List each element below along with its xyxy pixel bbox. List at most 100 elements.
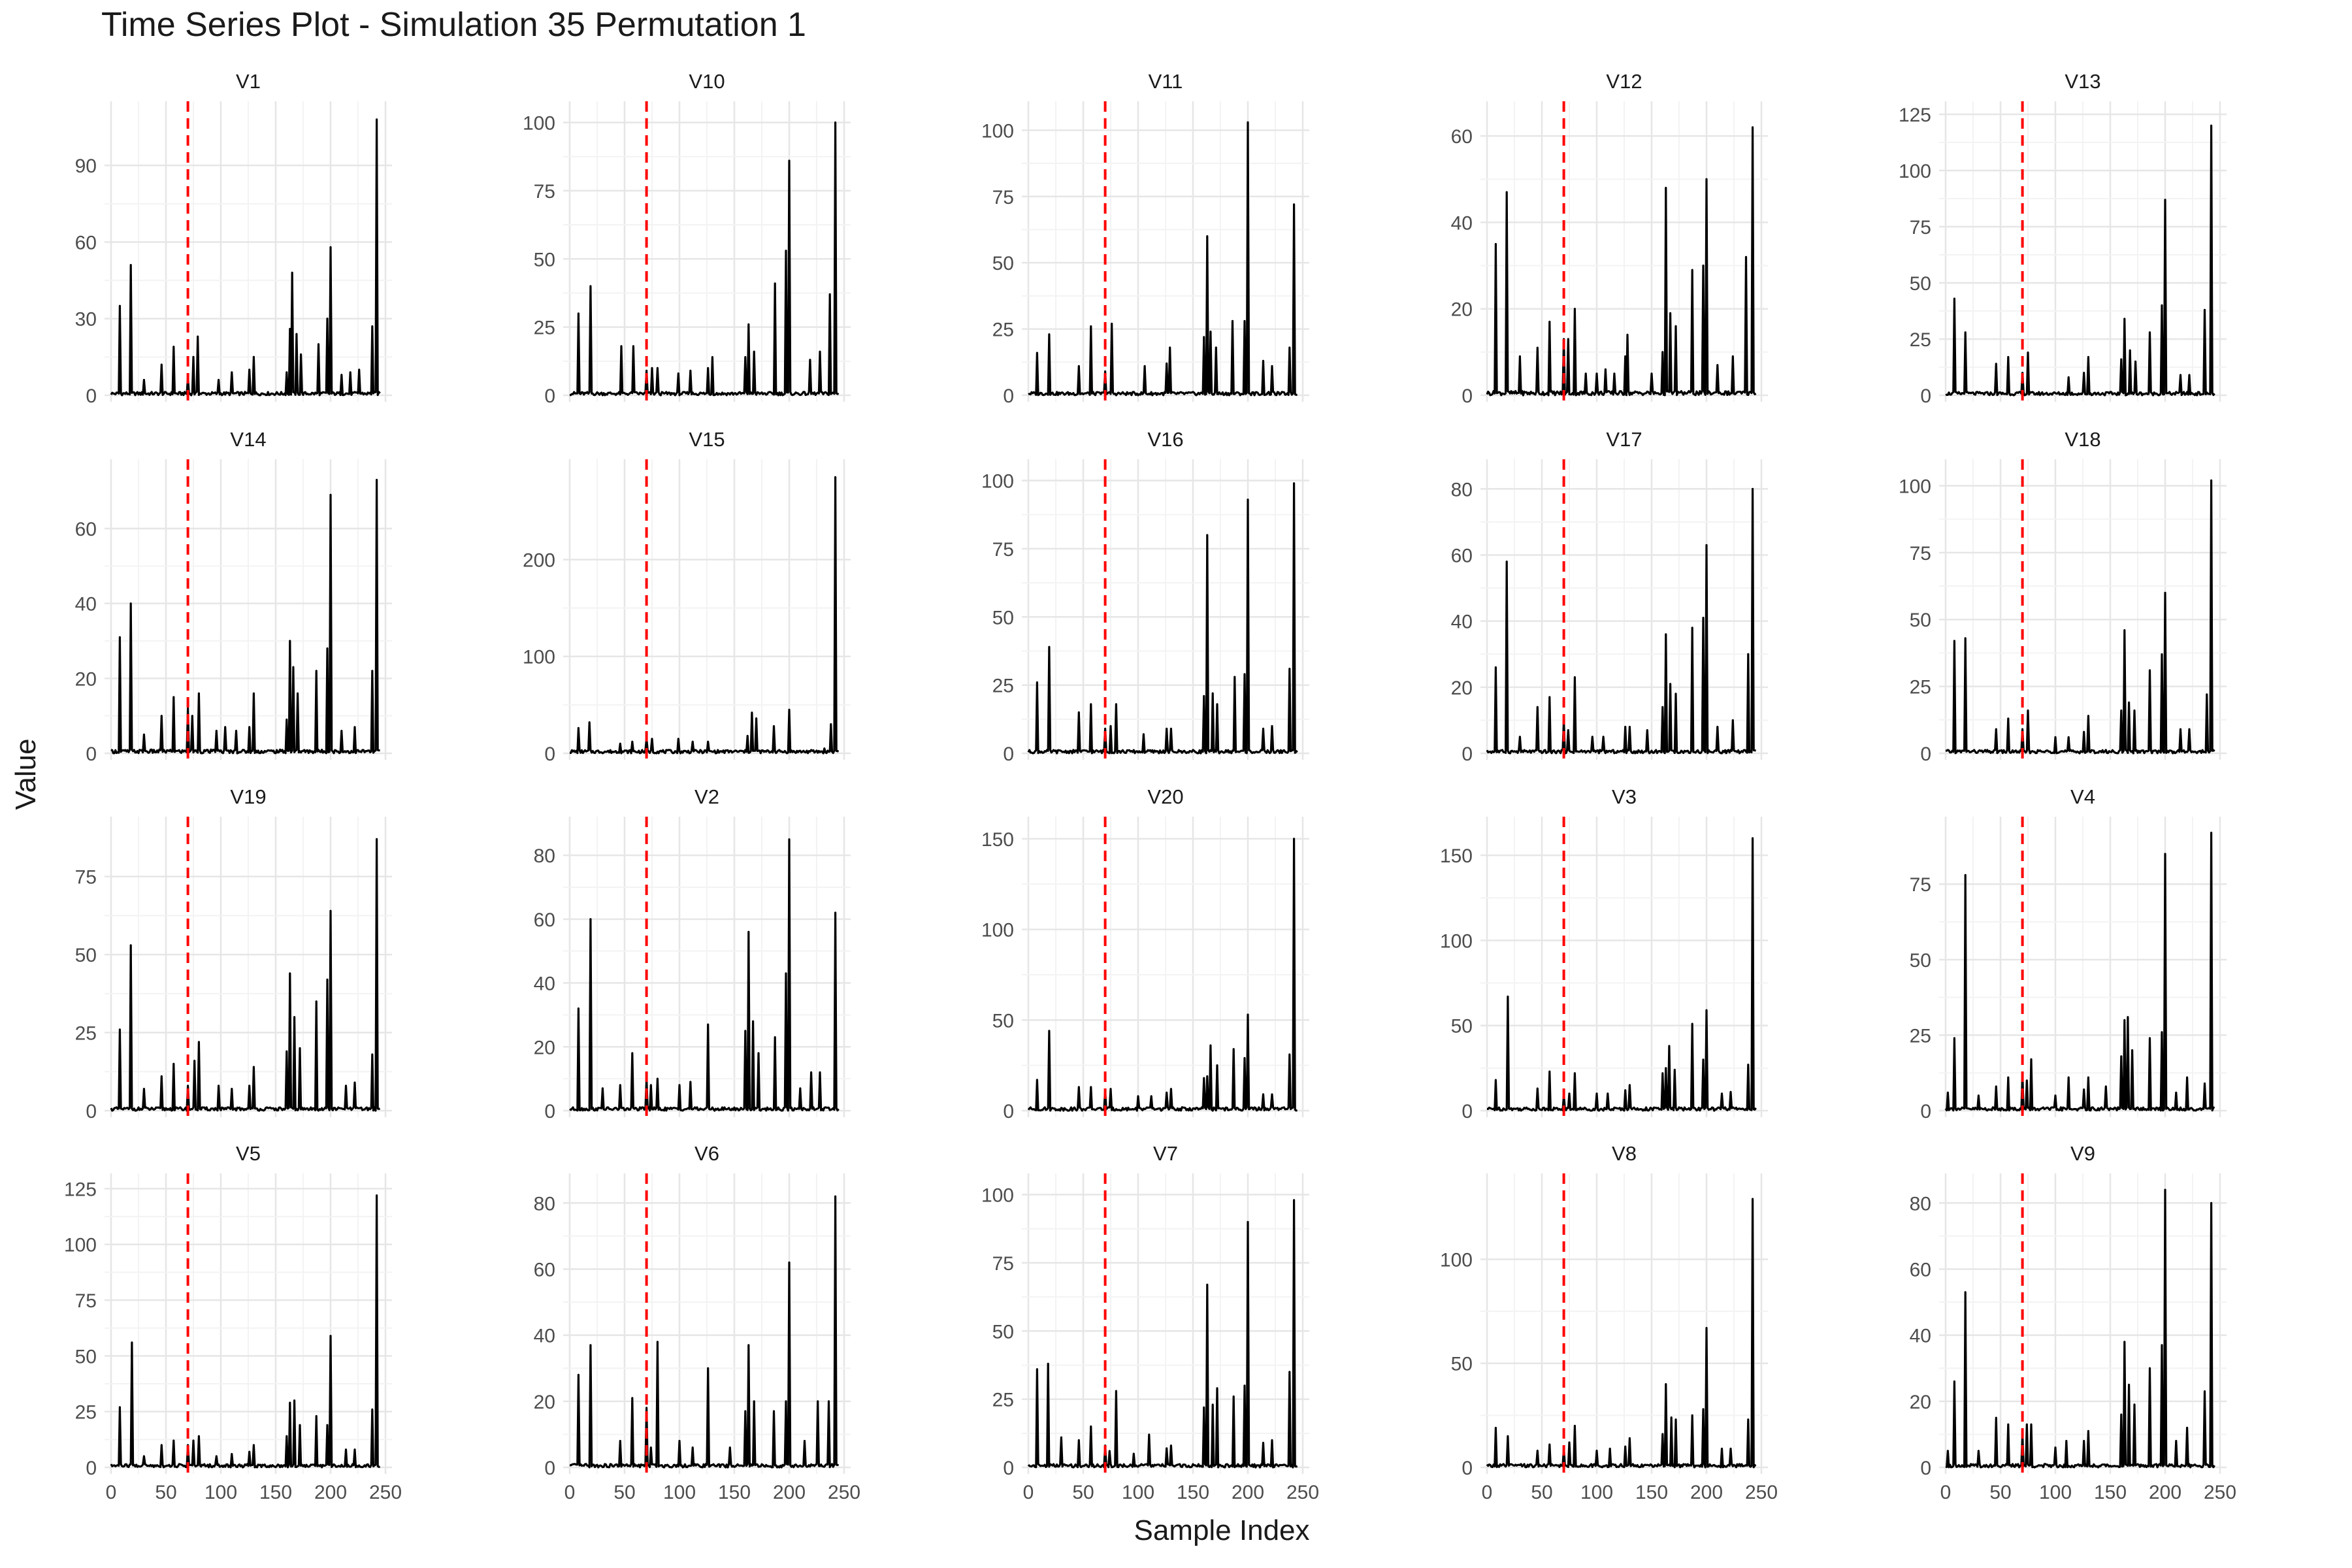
y-tick-label: 0 (1003, 1458, 1014, 1479)
series-line (1486, 487, 1756, 755)
x-tick-label: 150 (718, 1482, 751, 1503)
x-tick-label: 0 (106, 1482, 117, 1503)
panel-v18: V18 0 25 50 75 100 (1899, 428, 2227, 765)
x-tick-label: 150 (1177, 1482, 1209, 1503)
y-tick-label: 100 (523, 113, 555, 135)
y-tick-label: 40 (1451, 212, 1473, 234)
y-tick-label: 100 (1440, 930, 1473, 952)
panel-v15: V15 0 100 200 (523, 428, 851, 765)
y-tick-label: 100 (523, 647, 555, 668)
x-tick-label: 50 (613, 1482, 635, 1503)
y-tick-label: 100 (1440, 1249, 1473, 1271)
panel-title: V3 (1612, 785, 1637, 808)
y-tick-label: 75 (75, 867, 97, 889)
panel-title: V5 (236, 1142, 261, 1165)
y-tick-label: 50 (534, 249, 555, 270)
y-tick-label: 90 (75, 155, 97, 177)
panel-v8: V8 0 50 100 0 50 100 150 200 250 (1440, 1142, 1778, 1503)
chart-title: Time Series Plot - Simulation 35 Permuta… (101, 6, 806, 44)
y-tick-label: 0 (1003, 743, 1014, 765)
y-tick-label: 0 (86, 385, 97, 407)
series-line (1486, 1198, 1757, 1469)
y-tick-label: 25 (1910, 677, 1931, 698)
series-line (1486, 126, 1757, 397)
x-tick-label: 50 (1531, 1482, 1552, 1503)
x-tick-label: 250 (369, 1482, 402, 1503)
panel-v7: V7 0 25 50 75 100 0 50 100 150 200 250 (981, 1142, 1319, 1503)
series-line (1028, 121, 1298, 397)
panel-v12: V12 0 20 40 60 (1451, 70, 1768, 407)
panel-v19: V19 0 25 50 75 (75, 785, 392, 1122)
y-tick-label: 60 (75, 519, 97, 540)
y-tick-label: 75 (534, 181, 555, 203)
y-tick-label: 20 (1910, 1392, 1931, 1413)
y-tick-label: 60 (75, 232, 97, 253)
y-tick-label: 25 (992, 1390, 1014, 1411)
y-tick-label: 0 (86, 1458, 97, 1479)
y-tick-label: 40 (75, 594, 97, 615)
y-tick-label: 50 (992, 607, 1014, 629)
y-tick-label: 150 (981, 829, 1014, 851)
panel-v5: V5 0 25 50 75 100 125 0 50 100 150 200 250 (64, 1142, 402, 1503)
y-tick-label: 60 (1451, 126, 1473, 148)
panel-v14: V14 0 20 40 60 (75, 428, 392, 765)
x-tick-label: 100 (663, 1482, 696, 1503)
panel-title: V9 (2070, 1142, 2095, 1165)
y-tick-label: 75 (992, 187, 1014, 208)
y-tick-label: 25 (534, 318, 555, 339)
y-tick-label: 25 (1910, 329, 1931, 351)
panel-title: V18 (2065, 428, 2100, 451)
x-tick-label: 50 (1072, 1482, 1094, 1503)
x-tick-label: 200 (773, 1482, 806, 1503)
panel-v11: V11 0 25 50 75 100 (981, 70, 1309, 407)
y-tick-label: 50 (75, 1346, 97, 1367)
panel-title: V14 (230, 428, 266, 451)
y-tick-label: 20 (534, 1392, 555, 1413)
panel-v10: V10 0 25 50 75 100 (523, 70, 851, 407)
panel-title: V8 (1612, 1142, 1637, 1165)
panel-title: V16 (1147, 428, 1183, 451)
x-tick-label: 0 (564, 1482, 576, 1503)
y-tick-label: 40 (534, 1326, 555, 1347)
series-line (569, 1195, 839, 1469)
x-tick-label: 0 (1940, 1482, 1952, 1503)
panel-v1: V1 0 30 60 90 (75, 70, 392, 407)
y-tick-label: 0 (1003, 1101, 1014, 1122)
y-tick-label: 100 (1899, 476, 1931, 497)
y-tick-label: 20 (1451, 299, 1473, 321)
panel-title: V20 (1147, 785, 1183, 808)
x-tick-label: 250 (2204, 1482, 2236, 1503)
y-tick-label: 0 (1920, 1458, 1931, 1479)
y-tick-label: 0 (1462, 385, 1473, 407)
y-tick-label: 100 (981, 920, 1014, 941)
series-line (1945, 124, 2215, 397)
series-line (1027, 482, 1298, 755)
x-tick-label: 100 (204, 1482, 237, 1503)
y-tick-label: 75 (1910, 543, 1931, 564)
y-tick-label: 50 (1451, 1016, 1473, 1037)
y-tick-label: 60 (534, 909, 555, 931)
y-tick-label: 0 (86, 743, 97, 765)
y-tick-label: 25 (992, 676, 1014, 697)
y-tick-label: 150 (1440, 845, 1473, 867)
x-tick-label: 150 (2094, 1482, 2127, 1503)
y-tick-label: 80 (1451, 479, 1473, 500)
series-line (1945, 1188, 2215, 1469)
y-tick-label: 0 (1462, 1458, 1473, 1479)
x-tick-label: 250 (1286, 1482, 1319, 1503)
series-line (569, 838, 840, 1112)
y-tick-label: 100 (981, 1185, 1014, 1207)
y-tick-label: 50 (992, 1321, 1014, 1343)
y-tick-label: 0 (1462, 1101, 1473, 1122)
panel-title: V4 (2070, 785, 2095, 808)
y-tick-label: 100 (981, 471, 1014, 493)
panel-title: V10 (689, 70, 725, 93)
panel-title: V19 (230, 785, 266, 808)
panel-title: V6 (694, 1142, 719, 1165)
y-tick-label: 200 (523, 549, 555, 571)
series-line (570, 476, 840, 755)
panel-v3: V3 0 50 100 150 (1440, 785, 1768, 1122)
y-tick-label: 0 (1920, 743, 1931, 765)
y-tick-label: 75 (1910, 874, 1931, 896)
